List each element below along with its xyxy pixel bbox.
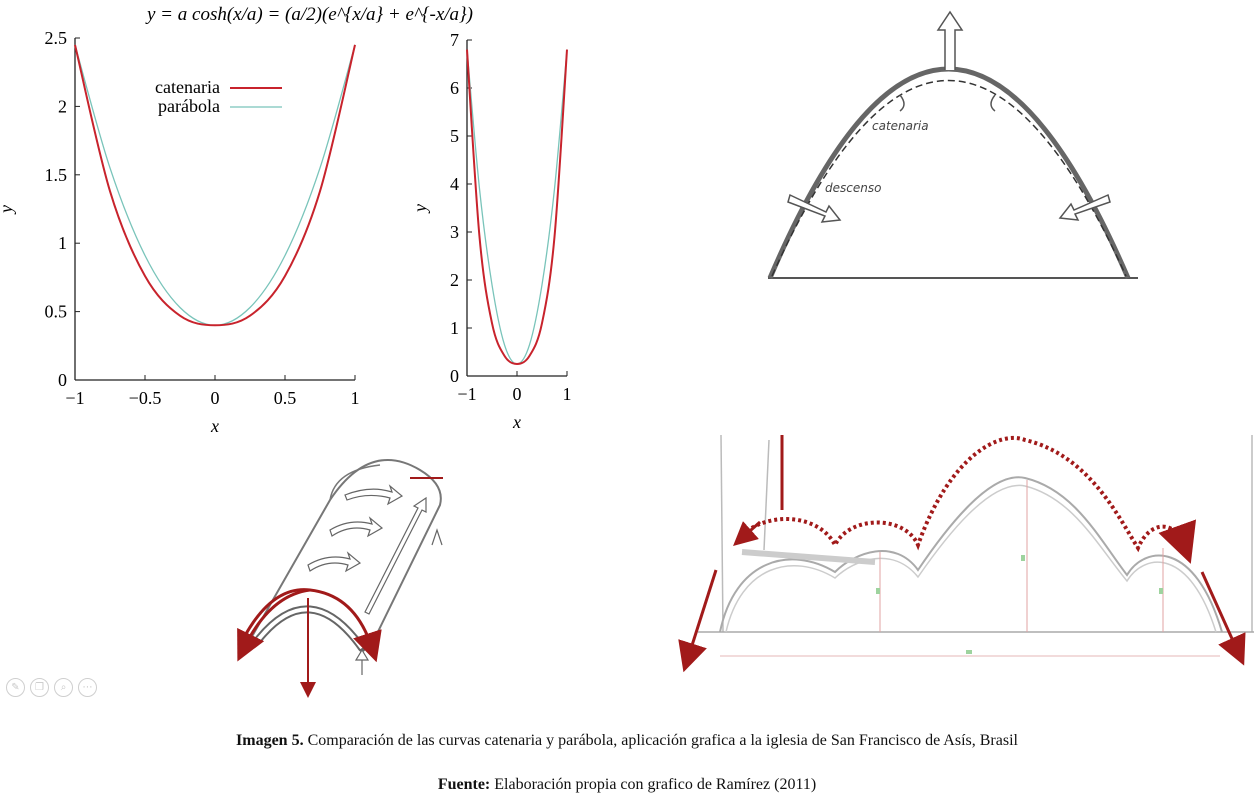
y-tick-label: 0.5	[45, 302, 68, 322]
arch-sketch: catenaria descenso	[767, 10, 1138, 279]
series-line-catenaria	[74, 44, 356, 327]
caption-text: Comparación de las curvas catenaria y pa…	[303, 732, 1018, 749]
x-tick-label: 0.5	[274, 388, 297, 408]
y-tick-label: 5	[450, 126, 459, 146]
x-tick-label: −1	[457, 384, 476, 404]
y-tick-label: 2	[450, 270, 459, 290]
y-tick-label: 2.5	[45, 28, 68, 48]
y-tick-label: 2	[58, 96, 67, 116]
series-line-series-0	[466, 49, 568, 365]
x-axis-label: x	[210, 416, 219, 436]
y-tick-label: 0	[58, 370, 67, 390]
x-tick-label: 1	[351, 388, 360, 408]
y-axis-label: y	[410, 204, 430, 214]
series-line-series-1	[466, 49, 568, 366]
image-toolbar: ✎ ❐ ⌕ ⋯	[6, 678, 97, 697]
figure-canvas: y = a cosh(x/a) = (a/2)(e^{x/a} + e^{-x/…	[0, 4, 1254, 698]
source-text: Elaboración propia con grafico de Ramíre…	[490, 776, 817, 793]
figure-caption: Imagen 5. Comparación de las curvas cate…	[0, 732, 1254, 750]
church-elevation	[678, 434, 1254, 673]
caption-label: Imagen 5.	[236, 732, 304, 749]
y-tick-label: 3	[450, 222, 459, 242]
y-tick-label: 1.5	[45, 165, 68, 185]
y-tick-label: 4	[450, 174, 459, 194]
more-icon[interactable]: ⋯	[78, 678, 97, 697]
chart-catenary-vs-parabola-wide: 0 0.5 1 1.5 2 2.5 −1 −0.5 0 0.5 1 x y catenariaparábo…	[0, 28, 360, 436]
y-tick-label: 6	[450, 78, 459, 98]
formula: y = a cosh(x/a) = (a/2)(e^{x/a} + e^{-x/…	[145, 4, 473, 25]
x-tick-label: −0.5	[129, 388, 162, 408]
y-axis-label: y	[0, 205, 16, 215]
y-tick-label: 0	[450, 366, 459, 386]
y-tick-label: 1	[450, 318, 459, 338]
arch-label-catenaria: catenaria	[872, 119, 929, 133]
legend-label: parábola	[158, 96, 220, 116]
x-tick-label: 0	[211, 388, 220, 408]
arch-label-descenso: descenso	[825, 181, 881, 195]
zoom-icon[interactable]: ⌕	[54, 678, 73, 697]
source-label: Fuente:	[437, 776, 491, 793]
pencil-icon[interactable]: ✎	[6, 678, 25, 697]
copy-icon[interactable]: ❐	[30, 678, 49, 697]
vault-sketch	[237, 459, 443, 698]
legend-label: catenaria	[155, 77, 220, 97]
x-tick-label: −1	[65, 388, 84, 408]
x-tick-label: 1	[563, 384, 572, 404]
x-tick-label: 0	[513, 384, 522, 404]
y-tick-label: 7	[450, 30, 459, 50]
x-axis-label: x	[512, 412, 521, 432]
y-tick-label: 1	[58, 233, 67, 253]
figure-source: Fuente: Elaboración propia con grafico d…	[0, 776, 1254, 794]
